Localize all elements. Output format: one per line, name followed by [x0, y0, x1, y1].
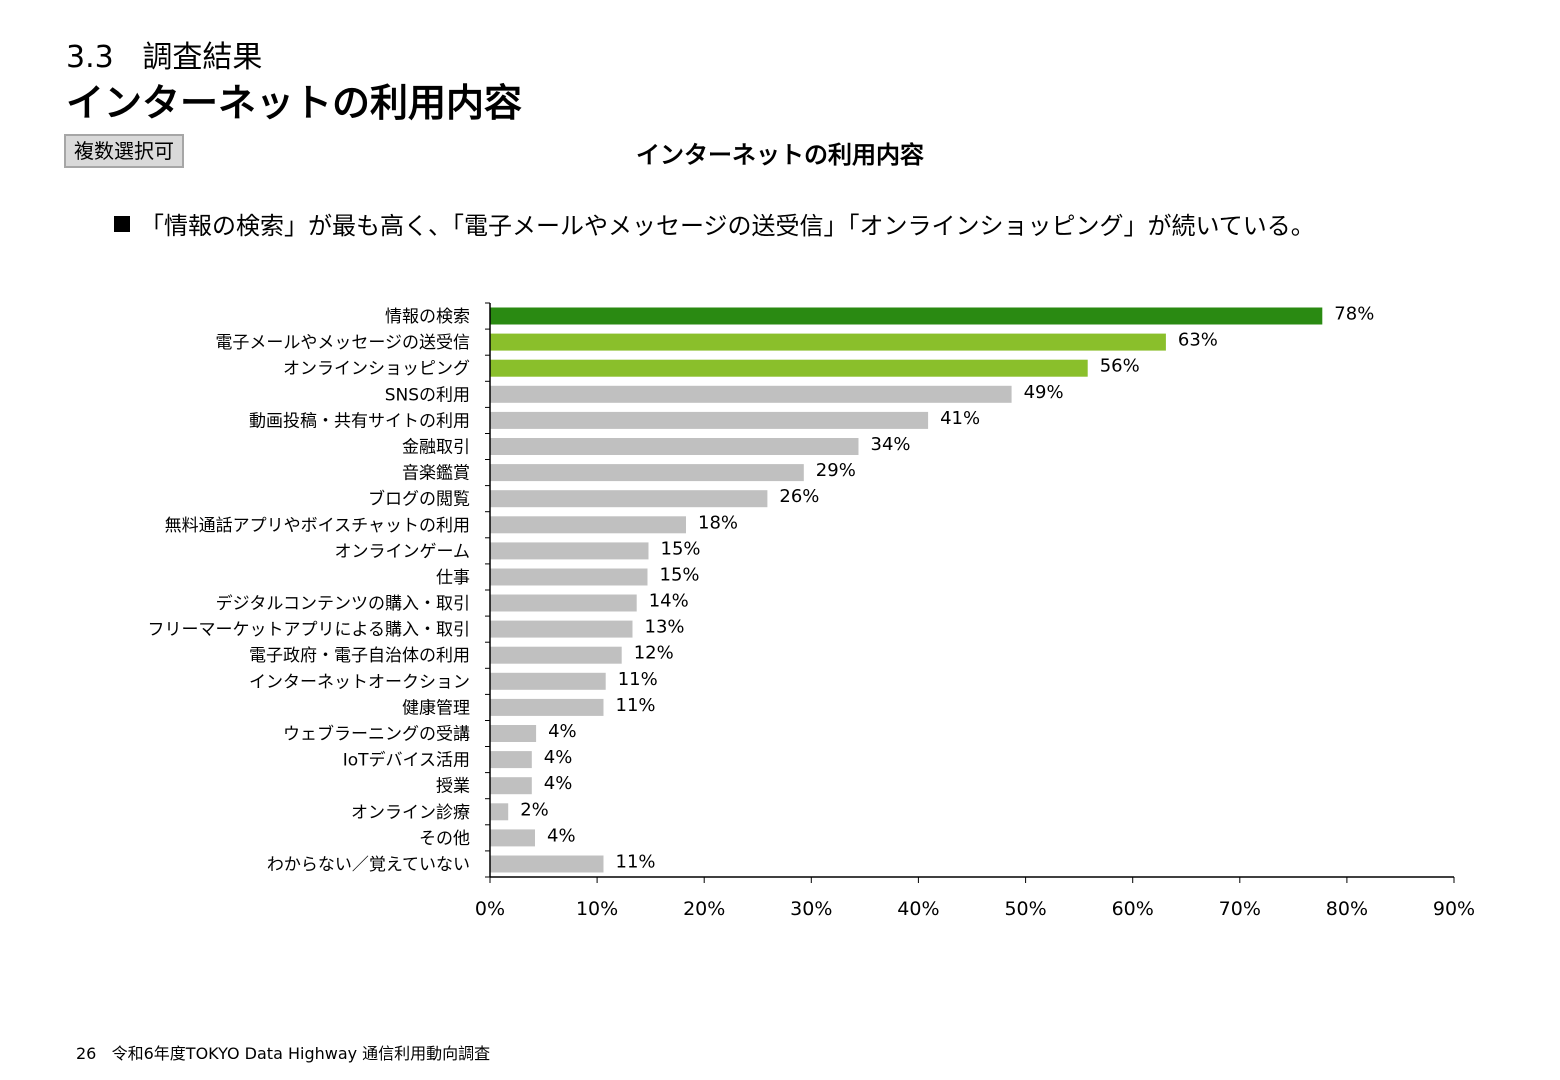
value-label: 11%	[618, 669, 658, 690]
value-label: 34%	[871, 434, 911, 455]
bar	[490, 620, 633, 638]
bar	[490, 829, 535, 847]
category-label: オンラインゲーム	[335, 542, 471, 562]
category-label: オンライン診療	[351, 803, 470, 823]
category-label: 金融取引	[402, 438, 470, 458]
bar	[490, 568, 648, 586]
category-label: 健康管理	[402, 698, 470, 718]
bar	[490, 594, 637, 612]
value-label: 4%	[544, 773, 573, 794]
value-label: 4%	[547, 825, 576, 846]
bar	[490, 307, 1323, 325]
category-label: SNSの利用	[385, 385, 470, 405]
category-label: わからない／覚えていない	[267, 855, 470, 875]
value-label: 11%	[616, 852, 656, 873]
bar	[490, 464, 804, 482]
bar	[490, 438, 859, 455]
x-tick-label: 10%	[576, 898, 618, 920]
report-name: 令和6年度TOKYO Data Highway 通信利用動向調査	[111, 1044, 491, 1063]
value-label: 41%	[940, 408, 980, 429]
value-label: 49%	[1024, 382, 1064, 403]
category-label: フリーマーケットアプリによる購入・取引	[148, 620, 471, 640]
value-label: 56%	[1100, 356, 1140, 377]
bar	[490, 751, 532, 769]
value-label: 18%	[698, 512, 738, 533]
value-label: 11%	[616, 695, 656, 716]
x-tick-label: 50%	[1004, 898, 1046, 920]
summary-text: 「情報の検索」が最も高く、「電子メールやメッセージの送受信」「オンラインショッピ…	[114, 208, 1315, 244]
category-label: 電子メールやメッセージの送受信	[215, 333, 470, 353]
category-label: 授業	[436, 777, 470, 797]
bar	[490, 725, 537, 742]
category-label: 情報の検索	[385, 307, 470, 327]
multiple-choice-badge: 複数選択可	[64, 134, 184, 168]
value-label: 15%	[660, 565, 700, 586]
x-tick-label: 80%	[1326, 898, 1368, 920]
value-label: 13%	[645, 617, 685, 638]
bar	[490, 333, 1166, 351]
page-footer: 26 令和6年度TOKYO Data Highway 通信利用動向調査	[76, 1043, 490, 1065]
value-label: 12%	[634, 643, 674, 664]
x-tick-label: 60%	[1112, 898, 1154, 920]
bar	[490, 490, 768, 508]
page-number: 26	[76, 1044, 97, 1063]
bar	[490, 803, 509, 821]
bar	[490, 542, 649, 560]
section-heading: 3.3 調査結果	[66, 38, 262, 78]
value-label: 78%	[1334, 304, 1374, 325]
bullet-square-icon	[114, 216, 130, 232]
category-label: 音楽鑑賞	[402, 464, 470, 484]
x-tick-label: 40%	[897, 898, 939, 920]
value-label: 26%	[779, 486, 819, 507]
x-tick-label: 30%	[790, 898, 832, 920]
page-title: インターネットの利用内容	[66, 81, 523, 125]
bar	[490, 672, 606, 690]
category-label: ウェブラーニングの受講	[283, 724, 470, 745]
bar	[490, 646, 622, 664]
x-tick-label: 70%	[1219, 898, 1261, 920]
bar	[490, 698, 604, 716]
category-label: インターネットオークション	[249, 672, 470, 692]
bar	[490, 855, 604, 873]
category-label: 無料通話アプリやボイスチャットの利用	[165, 516, 470, 536]
category-label: オンラインショッピング	[283, 359, 470, 379]
value-label: 14%	[649, 591, 689, 612]
x-tick-label: 20%	[683, 898, 725, 920]
category-label: ブログの閲覧	[368, 489, 470, 510]
category-label: 動画投稿・共有サイトの利用	[249, 411, 470, 431]
section-title: 調査結果	[142, 40, 263, 75]
x-tick-label: 90%	[1433, 898, 1475, 920]
section-number: 3.3	[66, 40, 114, 75]
summary-sentence: 「情報の検索」が最も高く、「電子メールやメッセージの送受信」「オンラインショッピ…	[140, 212, 1315, 240]
chart-title: インターネットの利用内容	[636, 141, 924, 169]
value-label: 15%	[661, 538, 701, 559]
bar	[490, 385, 1012, 403]
category-label: 仕事	[436, 568, 470, 588]
bar	[490, 777, 532, 795]
value-label: 4%	[548, 721, 577, 742]
value-label: 29%	[816, 460, 856, 481]
bar	[490, 516, 686, 534]
bar	[490, 411, 929, 429]
value-label: 2%	[520, 799, 549, 820]
category-label: デジタルコンテンツの購入・取引	[216, 593, 470, 614]
category-label: その他	[419, 829, 470, 849]
value-label: 4%	[544, 747, 573, 768]
value-label: 63%	[1178, 330, 1218, 351]
bar	[490, 359, 1088, 377]
category-label: IoTデバイス活用	[343, 750, 470, 771]
x-tick-label: 0%	[475, 898, 505, 920]
category-label: 電子政府・電子自治体の利用	[249, 646, 470, 666]
